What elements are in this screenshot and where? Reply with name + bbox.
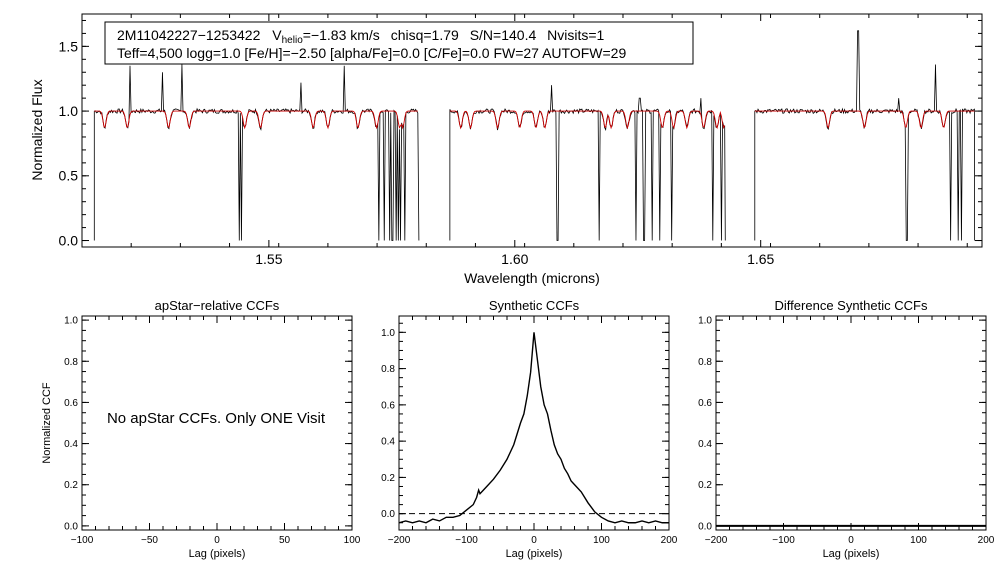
ccf-difference-x-tick-label: 100 <box>910 535 927 546</box>
ccf-synthetic-x-tick-label: 200 <box>661 535 678 546</box>
ccf-panel-apstar: apStar−relative CCFs −100 −50 0 50 100 0.0 0.2… <box>41 298 361 560</box>
ccf-panel-apstar-x-label: Lag (pixels) <box>189 548 246 560</box>
vhelio-subscript: helio <box>282 35 304 46</box>
ccf-panel-synthetic-title: Synthetic CCFs <box>489 298 580 313</box>
ccf-synthetic-y-tick-label: 0.2 <box>381 473 395 484</box>
ccf-difference-y-tick-label: 0.6 <box>698 398 712 409</box>
ccf-apstar-y-tick-label: 0.8 <box>64 357 78 368</box>
ccf-panel-difference-frame <box>715 315 987 531</box>
ccf-synthetic-x-tick-label: −200 <box>388 535 411 546</box>
spectrum-info-box <box>104 21 694 65</box>
ccf-synthetic-y-tick-label: 0.6 <box>381 400 395 411</box>
ccf-apstar-y-tick-label: 0.4 <box>64 439 78 450</box>
spectrum-observed-chip-1 <box>93 64 420 241</box>
ccf-panel-difference-x-label: Lag (pixels) <box>823 548 880 560</box>
ccf-difference-x-tick-label: −100 <box>772 535 795 546</box>
ccf-synthetic-y-tick-label: 1.0 <box>381 328 395 339</box>
ccf-difference-x-tick-label: 200 <box>978 535 995 546</box>
snr-value: S/N=140.4 <box>470 27 537 43</box>
ccf-apstar-y-tick-label: 0.6 <box>64 398 78 409</box>
ccf-panel-synthetic-x-label: Lag (pixels) <box>506 548 563 560</box>
ccf-apstar-y-tick-label: 0.0 <box>64 521 78 532</box>
spectrum-plot-area <box>93 30 976 241</box>
ccf-synthetic-x-tick-label: 0 <box>531 535 537 546</box>
ccf-panel-difference-title: Difference Synthetic CCFs <box>775 298 928 313</box>
spectrum-observed-chip-3 <box>754 30 976 241</box>
spectrum-x-tick-label: 1.55 <box>255 251 282 267</box>
ccf-synthetic-x-tick-label: −100 <box>455 535 478 546</box>
spectrum-info-line2: Teff=4,500 logg=1.0 [Fe/H]=−2.50 [alpha/… <box>117 45 626 61</box>
spectrum-panel: 1.55 1.60 1.65 0.0 0.5 1.0 1.5 2M11042227−1253… <box>29 13 983 286</box>
ccf-difference-y-tick-label: 1.0 <box>698 316 712 327</box>
ccf-panel-synthetic-plot-area <box>398 332 669 524</box>
ccf-panel-apstar-ticks: −100 −50 0 50 100 0.0 0.2 0.4 0.6 0.8 1.0 <box>64 316 361 546</box>
ccf-difference-x-tick-label: 0 <box>848 535 854 546</box>
vhelio-value: =−1.83 km/s <box>303 27 380 43</box>
spectrum-y-axis-label: Normalized Flux <box>29 79 45 180</box>
spectrum-y-tick-label: 1.5 <box>59 38 79 54</box>
spectrum-x-tick-label: 1.65 <box>747 251 774 267</box>
spectrum-x-axis-label: Wavelength (microns) <box>464 270 600 286</box>
spectrum-y-tick-label: 0.5 <box>59 168 79 184</box>
spectrum-info-line1: 2M11042227−1253422 Vhelio=−1.83 km/s chi… <box>117 27 605 46</box>
ccf-panel-synthetic: Synthetic CCFs −200 −100 0 100 200 0.0 0.2 0.4 0… <box>381 298 678 560</box>
spectrum-model-chip-3 <box>754 110 975 129</box>
spectrum-ticks: 1.55 1.60 1.65 0.0 0.5 1.0 1.5 <box>59 14 982 267</box>
ccf-synthetic-x-tick-label: 100 <box>593 535 610 546</box>
ccf-panel-difference: Difference Synthetic CCFs −200 −100 0 100 20… <box>698 298 995 560</box>
spectrum-model-chip-2 <box>449 110 726 130</box>
ccf-difference-y-tick-label: 0.2 <box>698 480 712 491</box>
ccf-difference-y-tick-label: 0.8 <box>698 357 712 368</box>
spectrum-observed-chip-2 <box>449 85 726 241</box>
nvisits-value: Nvisits=1 <box>547 27 604 43</box>
star-id: 2M11042227−1253422 <box>117 27 261 43</box>
ccf-series-line <box>398 332 669 524</box>
ccf-apstar-y-tick-label: 0.2 <box>64 480 78 491</box>
spectrum-y-tick-label: 0.0 <box>59 232 79 248</box>
ccf-y-axis-label: Normalized CCF <box>41 382 53 464</box>
spectrum-axes-frame <box>81 13 983 248</box>
vhelio-symbol: V <box>272 27 282 43</box>
ccf-synthetic-y-tick-label: 0.0 <box>381 509 395 520</box>
chisq-value: chisq=1.79 <box>391 27 459 43</box>
ccf-panel-apstar-title: apStar−relative CCFs <box>155 298 280 313</box>
ccf-difference-y-tick-label: 0.0 <box>698 521 712 532</box>
ccf-apstar-x-tick-label: −50 <box>141 535 158 546</box>
ccf-apstar-x-tick-label: 50 <box>279 535 291 546</box>
spectrum-y-tick-label: 1.0 <box>59 103 79 119</box>
ccf-apstar-x-tick-label: −100 <box>71 535 94 546</box>
ccf-synthetic-y-tick-label: 0.4 <box>381 437 395 448</box>
ccf-synthetic-y-tick-label: 0.8 <box>381 364 395 375</box>
spectrum-x-tick-label: 1.60 <box>501 251 528 267</box>
ccf-difference-x-tick-label: −200 <box>705 535 728 546</box>
ccf-panel-synthetic-ticks: −200 −100 0 100 200 0.0 0.2 0.4 0.6 0.8 1.0 <box>381 316 678 546</box>
spectrum-model-chip-1 <box>94 110 418 130</box>
no-ccf-message: No apStar CCFs. Only ONE Visit <box>107 410 326 427</box>
ccf-panel-difference-ticks: −200 −100 0 100 200 0.0 0.2 0.4 0.6 0.8 1.0 <box>698 316 995 546</box>
ccf-apstar-y-tick-label: 1.0 <box>64 316 78 327</box>
ccf-panel-synthetic-frame <box>398 315 670 531</box>
ccf-apstar-x-tick-label: 100 <box>344 535 361 546</box>
ccf-apstar-x-tick-label: 0 <box>214 535 220 546</box>
ccf-difference-y-tick-label: 0.4 <box>698 439 712 450</box>
